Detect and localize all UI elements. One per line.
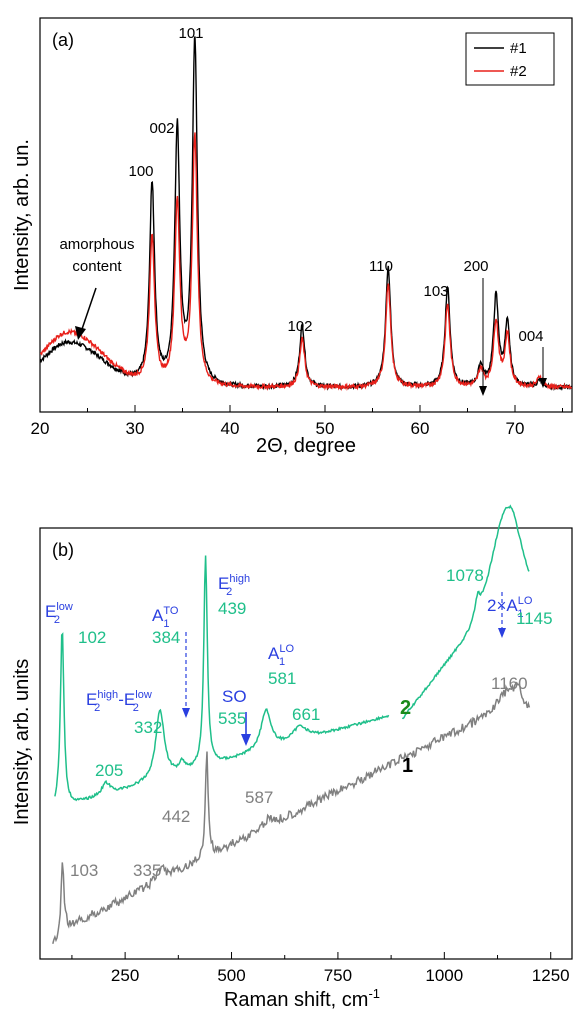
panel-b-label: (b) (52, 540, 74, 560)
legend-entry-2: #2 (510, 63, 527, 80)
panel-a-xticks: 20 30 40 50 60 70 (31, 405, 563, 438)
mode-e2low: Elow 2 (45, 601, 73, 626)
legend: #1 #2 (465, 32, 555, 86)
raman2-label-332: 332 (134, 718, 162, 737)
raman1-label-103: 103 (70, 861, 98, 880)
mode-2xa1lo: 2×ALO 1 (487, 595, 533, 620)
raman2-label-661: 661 (292, 705, 320, 724)
xtick-b-label: 500 (217, 966, 245, 985)
xtick-b-label: 1250 (532, 966, 570, 985)
peak-label-200: 200 (463, 258, 488, 275)
panel-b: 250 500 750 1000 1250 (b) Raman shift, cm-1 … (11, 504, 573, 1011)
raman1-label-335: 335 (133, 861, 161, 880)
xtick-a-label: 20 (31, 419, 50, 438)
peak-label-110: 110 (369, 258, 393, 275)
xtick-b-label: 1000 (425, 966, 463, 985)
panel-a-ylabel: Intensity, arb. un. (11, 139, 33, 291)
legend-box (465, 32, 555, 86)
raman2-label-581: 581 (268, 669, 296, 688)
arrow-004-head (539, 378, 547, 388)
xtick-a-label: 60 (411, 419, 430, 438)
raman1-label-587: 587 (245, 788, 273, 807)
raman-series-2-line (54, 555, 390, 802)
panel-b-ylabel: Intensity, arb. units (11, 659, 33, 825)
arrow-amorphous-line (79, 287, 97, 336)
peak-label-103: 103 (423, 283, 448, 300)
raman2-label-102: 102 (78, 628, 106, 647)
curve-label-2: 2 (400, 697, 411, 719)
mode-e2high: Ehigh 2 (218, 573, 250, 598)
mode-a1lo: ALO 1 (268, 643, 294, 668)
peak-label-102: 102 (287, 318, 312, 335)
raman2-label-439: 439 (218, 599, 246, 618)
raman-series-1-line (52, 681, 531, 944)
legend-entry-1: #1 (510, 40, 527, 57)
annotation-amorphous-2: content (72, 258, 122, 275)
arrow-200-head (479, 386, 487, 396)
raman1-number-labels: 103 335 442 587 1160 (70, 674, 528, 880)
raman2-label-1078: 1078 (446, 566, 484, 585)
xtick-a-label: 40 (221, 419, 240, 438)
raman2-label-384: 384 (152, 628, 180, 647)
panel-b-frame (39, 527, 573, 960)
xtick-b-label: 250 (111, 966, 139, 985)
raman1-label-1160: 1160 (491, 674, 528, 693)
panel-a-xlabel: 2Θ, degree (256, 435, 356, 457)
mode-so: SO (222, 687, 247, 706)
peak-label-101: 101 (178, 25, 203, 42)
raman1-label-442: 442 (162, 807, 190, 826)
curve-label-1: 1 (402, 755, 413, 777)
peak-label-002: 002 (149, 120, 174, 137)
xtick-a-label: 30 (126, 419, 145, 438)
mode-e2high-e2low: Ehigh 2 -Elow 2 (86, 689, 152, 714)
arrow-1078-head (498, 628, 506, 638)
raman2-number-labels: 102 205 332 384 439 535 581 661 1078 114… (78, 566, 553, 780)
mode-labels: Elow 2 Ehigh 2 Ehigh 2 -Elow 2 ATO 1 SO ALO 1 2… (45, 573, 533, 714)
arrow-amorphous-head (75, 326, 86, 340)
xtick-b-label: 750 (324, 966, 352, 985)
panel-b-xlabel: Raman shift, cm-1 (224, 986, 380, 1011)
raman2-label-205: 205 (95, 761, 123, 780)
panel-b-curves (52, 504, 531, 944)
xtick-a-label: 50 (316, 419, 335, 438)
mode-a1to: ATO 1 (152, 605, 179, 630)
raman2-label-535: 535 (218, 709, 246, 728)
arrow-so-head (241, 734, 251, 746)
peak-label-004: 004 (518, 328, 543, 345)
panel-a: 20 30 40 50 60 70 (a) 2Θ, degree Intensity, a… (11, 17, 573, 457)
raman-series-2-line (401, 504, 530, 720)
arrow-a1to-head (182, 708, 190, 718)
panel-a-label: (a) (52, 30, 74, 50)
xtick-a-label: 70 (506, 419, 525, 438)
annotation-amorphous-1: amorphous (59, 236, 134, 253)
peak-label-100: 100 (128, 163, 153, 180)
panel-b-xticks: 250 500 750 1000 1250 (71, 952, 570, 985)
raman2-label-1145: 1145 (516, 609, 553, 628)
